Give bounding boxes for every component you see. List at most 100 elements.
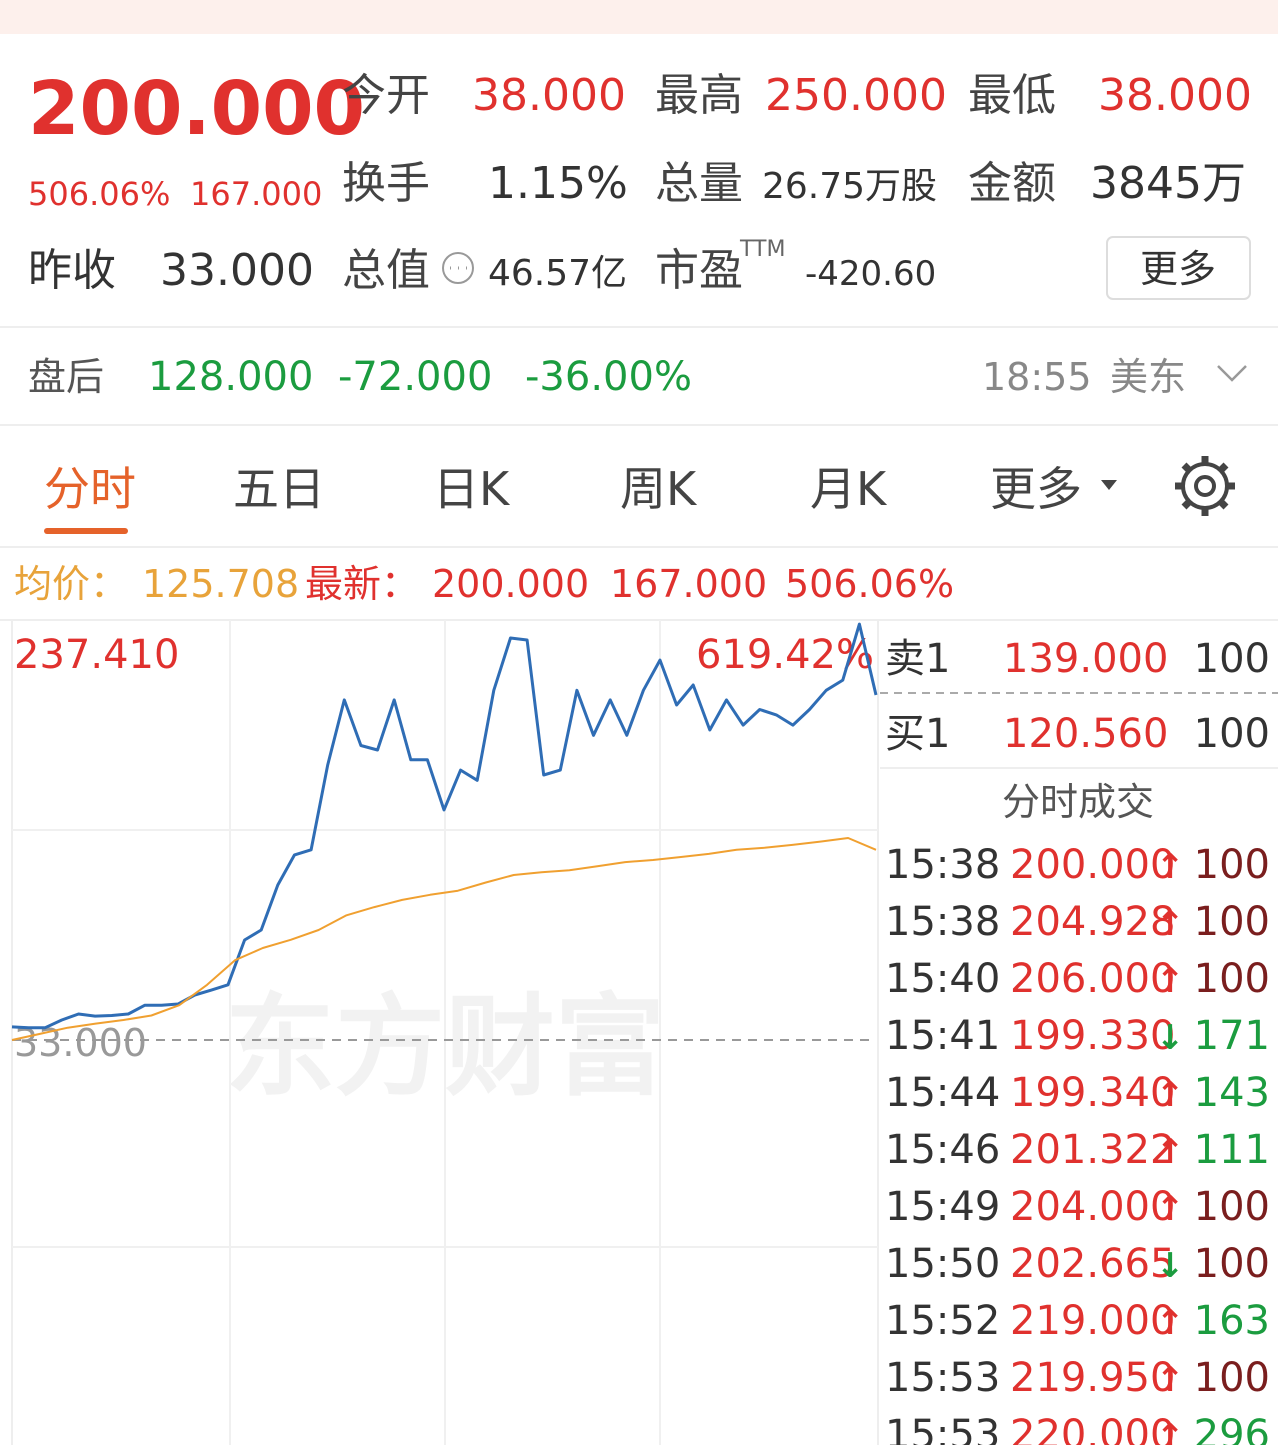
trade-volume: 100 xyxy=(1194,1184,1270,1230)
after-hours-price: 128.000 xyxy=(148,354,313,400)
gear-teeth xyxy=(1175,456,1235,516)
trade-volume: 100 xyxy=(1194,1355,1270,1401)
field-label: 金额 xyxy=(968,158,1056,209)
trade-direction: ↓ xyxy=(1156,1246,1185,1286)
after-hours-pct: -36.00% xyxy=(525,354,692,400)
trade-price: 199.330 xyxy=(1010,1013,1175,1059)
more-label: 更多 xyxy=(1140,247,1216,291)
tab[interactable]: 五日 xyxy=(233,462,325,516)
field-value: 33.000 xyxy=(160,245,314,296)
chevron[interactable] xyxy=(1217,365,1247,382)
change: 167.000 xyxy=(190,175,322,213)
more-button[interactable] xyxy=(1106,236,1251,300)
trade-direction: ↑ xyxy=(1156,1360,1185,1400)
trade-direction: ↑ xyxy=(1156,904,1185,944)
tab-underline xyxy=(44,528,128,534)
tab[interactable]: 月K xyxy=(810,462,888,516)
trade-direction: ↑ xyxy=(1156,1189,1185,1229)
settings-icon[interactable] xyxy=(1175,456,1235,516)
trade-price: 200.000 xyxy=(1010,842,1175,888)
field-value: 1.15% xyxy=(488,158,628,209)
field-value: 250.000 xyxy=(765,70,947,121)
field-value: 46.57亿 xyxy=(488,253,627,294)
trade-volume: 111 xyxy=(1194,1127,1270,1173)
trade-time: 15:53 xyxy=(885,1412,1000,1445)
field-label: 今开 xyxy=(342,70,430,121)
trade-time: 15:40 xyxy=(885,956,1000,1002)
trade-price: 219.950 xyxy=(1010,1355,1175,1401)
trade-direction: ↑ xyxy=(1156,961,1185,1001)
trade-price: 220.000 xyxy=(1010,1412,1175,1445)
price-line xyxy=(11,622,878,1030)
trade-time: 15:44 xyxy=(885,1070,1000,1116)
trade-volume: 296 xyxy=(1194,1412,1270,1445)
top-pct: 619.42% xyxy=(696,632,874,678)
last-price: 200.000 xyxy=(28,66,365,152)
tab[interactable]: 周K xyxy=(620,462,698,516)
dropdown-caret xyxy=(1101,480,1117,490)
average-line xyxy=(11,837,877,1041)
trade-volume: 100 xyxy=(1194,1241,1270,1287)
trade-time: 15:38 xyxy=(885,842,1000,888)
trade-time: 15:53 xyxy=(885,1355,1000,1401)
tab[interactable]: 日K xyxy=(433,462,511,516)
field-value: -420.60 xyxy=(805,254,936,294)
tab[interactable]: 更多 xyxy=(990,462,1082,516)
book-label: 买1 xyxy=(885,711,950,757)
trade-time: 15:52 xyxy=(885,1298,1000,1344)
book-volume: 100 xyxy=(1194,711,1270,757)
trade-price: 204.000 xyxy=(1010,1184,1175,1230)
field-value: 3845万 xyxy=(1090,158,1246,209)
trade-volume: 163 xyxy=(1194,1298,1270,1344)
tab[interactable]: 分时 xyxy=(44,462,136,516)
trade-direction: ↓ xyxy=(1156,1018,1185,1058)
avg-label: 均价： xyxy=(14,562,128,606)
field-label: 总量 xyxy=(655,158,743,209)
last-label: 最新： xyxy=(305,562,419,606)
trade-volume: 100 xyxy=(1194,956,1270,1002)
field-value: 26.75万股 xyxy=(762,166,937,207)
trade-volume: 171 xyxy=(1194,1013,1270,1059)
info-change: 167.000 xyxy=(610,562,767,606)
trade-price: 206.000 xyxy=(1010,956,1175,1002)
field-label: 换手 xyxy=(342,158,430,209)
trade-time: 15:50 xyxy=(885,1241,1000,1287)
trade-volume: 100 xyxy=(1194,899,1270,945)
field-value: 38.000 xyxy=(1098,70,1252,121)
trade-price: 204.928 xyxy=(1010,899,1175,945)
trade-price: 219.000 xyxy=(1010,1298,1175,1344)
info-change-pct: 506.06% xyxy=(785,562,954,606)
trade-direction: ↑ xyxy=(1156,1417,1185,1445)
trade-price: 201.322 xyxy=(1010,1127,1175,1173)
last-value: 200.000 xyxy=(432,562,589,606)
book-label: 卖1 xyxy=(885,636,950,682)
trade-volume: 143 xyxy=(1194,1070,1270,1116)
info-icon[interactable] xyxy=(442,252,474,284)
trade-time: 15:49 xyxy=(885,1184,1000,1230)
trade-direction: ↑ xyxy=(1156,847,1185,887)
field-label: 最低 xyxy=(968,70,1056,121)
status-bar xyxy=(0,0,1278,34)
trade-price: 202.665 xyxy=(1010,1241,1175,1287)
field-sup: TTM xyxy=(739,237,785,262)
field-label: 总值 xyxy=(342,245,430,296)
book-price: 120.560 xyxy=(1003,711,1168,757)
trade-time: 15:46 xyxy=(885,1127,1000,1173)
trade-time: 15:41 xyxy=(885,1013,1000,1059)
after-hours-change: -72.000 xyxy=(338,354,492,400)
field-label: 昨收 xyxy=(28,245,116,296)
field-label: 最高 xyxy=(655,70,743,121)
after-hours-time: 18:55 xyxy=(982,355,1092,399)
watermark: 东方财富 xyxy=(225,983,665,1111)
trade-direction: ↑ xyxy=(1156,1132,1185,1172)
after-hours-market: 美东 xyxy=(1110,355,1186,399)
trade-time: 15:38 xyxy=(885,899,1000,945)
trade-direction: ↑ xyxy=(1156,1303,1185,1343)
trades-title: 分时成交 xyxy=(1002,780,1154,824)
field-value: 38.000 xyxy=(472,70,626,121)
trade-price: 199.340 xyxy=(1010,1070,1175,1116)
avg-value: 125.708 xyxy=(142,562,299,606)
change-pct: 506.06% xyxy=(28,175,170,213)
